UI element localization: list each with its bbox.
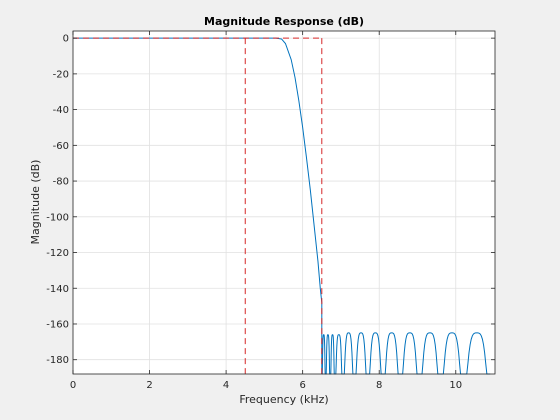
- y-tick-label: -160: [46, 319, 69, 330]
- x-tick-label: 4: [223, 380, 229, 391]
- response-line-passband: [73, 37, 323, 374]
- chart-title: Magnitude Response (dB): [204, 15, 364, 28]
- y-tick-label: -80: [53, 177, 69, 188]
- spec-mask-group: [73, 37, 323, 374]
- y-tick-label: -40: [53, 105, 69, 116]
- y-tick-label: 0: [63, 34, 69, 45]
- plot-frame: [72, 30, 496, 375]
- y-tick-label: -60: [53, 141, 69, 152]
- plot-area: [73, 31, 495, 374]
- x-axis-label: Frequency (kHz): [239, 393, 328, 406]
- y-axis-label: Magnitude (dB): [29, 160, 42, 245]
- y-tick-label: -120: [46, 248, 69, 259]
- y-tick-label: -140: [46, 284, 69, 295]
- x-tick-label: 2: [146, 380, 152, 391]
- y-tick-label: -20: [53, 69, 69, 80]
- x-tick-label: 0: [70, 380, 76, 391]
- y-tick-label: -100: [46, 212, 69, 223]
- tick-group: 0 2 4 6 8 10 0 -20 -40 -60 -80 -100 -120 -140 -160 -180: [46, 31, 495, 391]
- x-tick-label: 8: [376, 380, 382, 391]
- x-tick-label: 10: [449, 380, 462, 391]
- x-tick-label: 6: [299, 380, 305, 391]
- grid-lines: [72, 31, 495, 374]
- y-tick-label: -180: [46, 355, 69, 366]
